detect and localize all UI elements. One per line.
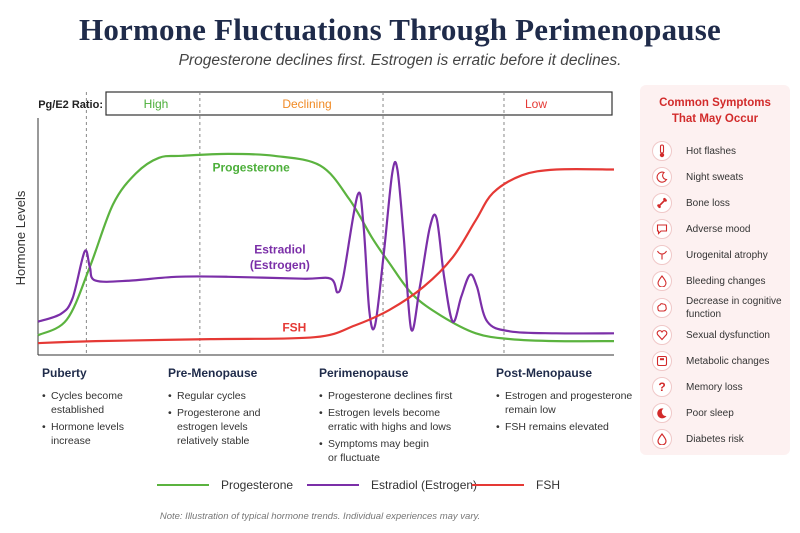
ratio-segment-low: Low [525, 97, 547, 111]
blood-drop-icon [652, 429, 672, 449]
thermometer-icon [652, 141, 672, 161]
symptom-bone-loss: Bone loss [652, 193, 787, 213]
legend-item-estradiol: Estradiol (Estrogen) [307, 478, 477, 492]
stage-bullet: Regular cycles [168, 389, 268, 403]
symptom-label: Bone loss [686, 197, 730, 209]
legend-swatch [307, 484, 359, 486]
symptom-label: Adverse mood [686, 223, 751, 235]
series-annotation: Progesterone [212, 160, 290, 174]
symptom-hot-flashes: Hot flashes [652, 141, 787, 161]
footnote: Note: Illustration of typical hormone tr… [159, 511, 481, 522]
stage-bullet: Estrogen and progesterone remain low [496, 389, 636, 417]
ratio-bar-label: Pg/E2 Ratio: [38, 99, 103, 111]
symptom-label: Poor sleep [686, 407, 734, 419]
ratio-bar [105, 91, 613, 116]
legend-item-fsh: FSH [472, 478, 560, 492]
question-icon: ? [652, 377, 672, 397]
stage-title: Puberty [42, 366, 87, 380]
series-annotation: Estradiol [254, 242, 305, 256]
symptom-poor-sleep: Poor sleep [652, 403, 787, 423]
symptom-sexual-dysfunction: Sexual dysfunction [652, 325, 787, 345]
page-title: Hormone Fluctuations Through Perimenopau… [79, 12, 721, 47]
series-line-estradiol-estrogen [37, 160, 615, 335]
symptom-label: Hot flashes [686, 145, 737, 157]
symptom-label: Urogenital atrophy [686, 249, 768, 261]
legend-item-progesterone: Progesterone [157, 478, 293, 492]
stage-bullet: Hormone levels increase [42, 420, 142, 448]
series-line-progesterone [37, 152, 615, 343]
series-annotation: FSH [282, 320, 306, 334]
stage-bullet: Estrogen levels become erratic with high… [319, 406, 459, 434]
stage-bullet: FSH remains elevated [496, 420, 636, 434]
legend-swatch [157, 484, 209, 486]
symptom-label: Decrease in cognitive function [686, 296, 782, 320]
brain-icon [652, 298, 672, 318]
bone-icon [652, 193, 672, 213]
stage-bullet: Symptoms may begin or fluctuate [319, 437, 439, 465]
ratio-segment-declining: Declining [282, 97, 331, 111]
symptom-label: Memory loss [686, 381, 743, 393]
symptoms-panel: Common Symptoms That May Occur Hot flash… [640, 85, 790, 455]
symptom-memory-loss: ? Memory loss [652, 377, 787, 397]
drop-icon [652, 271, 672, 291]
hormone-chart: Hormone Levels Pg/E2 Ratio: High Declini… [13, 91, 615, 356]
stage-bullet: Cycles become established [42, 389, 142, 417]
symptom-urogenital-atrophy: Urogenital atrophy [652, 245, 787, 265]
stage-title: Pre-Menopause [168, 366, 258, 380]
series-line-fsh [37, 167, 615, 345]
symptom-cognitive-function: Decrease in cognitive function [652, 295, 787, 321]
legend-label: Estradiol (Estrogen) [371, 478, 478, 492]
symptom-label: Sexual dysfunction [686, 329, 770, 341]
stage-pre-menopause: Pre-Menopause Regular cycles Progesteron… [168, 366, 358, 451]
symptoms-title-line: Common Symptoms [659, 97, 771, 109]
series-annotation: (Estrogen) [250, 258, 310, 272]
heart-icon [652, 325, 672, 345]
symptom-diabetes-risk: Diabetes risk [652, 429, 787, 449]
stage-puberty: Puberty Cycles become established Hormon… [42, 366, 232, 451]
symptom-label: Metabolic changes [686, 355, 770, 367]
page-subtitle: Progesterone declines first. Estrogen is… [178, 52, 622, 69]
stage-title: Post-Menopause [496, 366, 593, 380]
crescent-icon [652, 403, 672, 423]
legend-label: FSH [536, 478, 560, 492]
uterus-icon [652, 245, 672, 265]
stage-bullet: Progesterone declines first [319, 389, 459, 403]
y-axis-label: Hormone Levels [13, 190, 28, 285]
chart-legend: Progesterone Estradiol (Estrogen) FSH [0, 478, 640, 498]
stage-post-menopause: Post-Menopause Estrogen and progesterone… [496, 366, 686, 437]
stage-bullet: Progesterone and estrogen levels relativ… [168, 406, 268, 448]
symptom-label: Night sweats [686, 171, 744, 183]
ratio-segment-high: High [144, 97, 169, 111]
symptom-night-sweats: Night sweats [652, 167, 787, 187]
stage-title: Perimenopause [319, 366, 409, 380]
legend-swatch [472, 484, 524, 486]
stage-perimenopause: Perimenopause Progesterone declines firs… [319, 366, 509, 468]
symptom-bleeding-changes: Bleeding changes [652, 271, 787, 291]
symptoms-title-line: That May Occur [671, 113, 759, 125]
symptom-label: Bleeding changes [686, 275, 766, 287]
moon-icon [652, 167, 672, 187]
scale-icon [652, 351, 672, 371]
symptom-label: Diabetes risk [686, 433, 744, 445]
symptoms-title: Common Symptoms That May Occur [640, 95, 790, 127]
symptom-metabolic-changes: Metabolic changes [652, 351, 787, 371]
symptom-adverse-mood: Adverse mood [652, 219, 787, 239]
chat-bubble-icon [652, 219, 672, 239]
legend-label: Progesterone [221, 478, 294, 492]
